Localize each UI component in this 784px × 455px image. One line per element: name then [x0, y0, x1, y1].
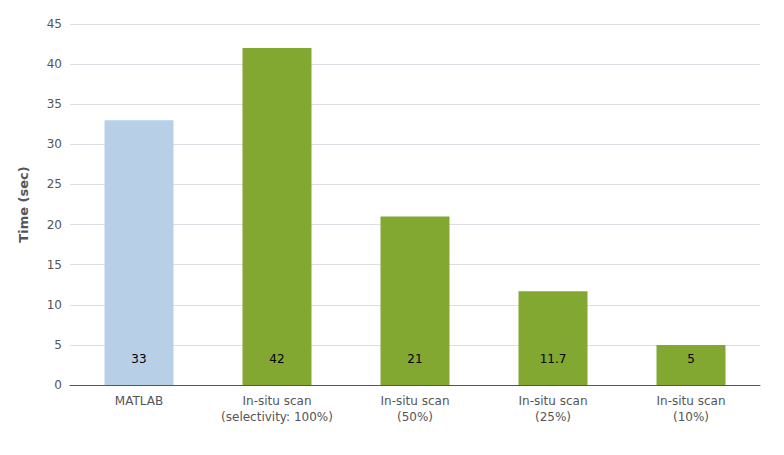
svg-text:In-situ scan: In-situ scan — [243, 394, 312, 408]
svg-text:25: 25 — [47, 177, 62, 191]
svg-text:30: 30 — [47, 137, 62, 151]
svg-text:42: 42 — [269, 352, 284, 366]
svg-text:15: 15 — [47, 258, 62, 272]
svg-text:20: 20 — [47, 218, 62, 232]
svg-text:33: 33 — [131, 352, 146, 366]
svg-text:35: 35 — [47, 97, 62, 111]
svg-text:(50%): (50%) — [397, 410, 433, 424]
svg-text:21: 21 — [407, 352, 422, 366]
svg-text:45: 45 — [47, 17, 62, 31]
svg-text:11.7: 11.7 — [540, 352, 567, 366]
svg-text:(selectivity: 100%): (selectivity: 100%) — [221, 410, 333, 424]
svg-text:In-situ scan: In-situ scan — [381, 394, 450, 408]
svg-text:5: 5 — [687, 352, 695, 366]
svg-text:(25%): (25%) — [535, 410, 571, 424]
svg-text:0: 0 — [54, 378, 62, 392]
svg-text:(10%): (10%) — [673, 410, 709, 424]
svg-text:In-situ scan: In-situ scan — [657, 394, 726, 408]
svg-text:Time (sec): Time (sec) — [16, 166, 31, 242]
svg-text:5: 5 — [54, 338, 62, 352]
svg-text:MATLAB: MATLAB — [115, 394, 163, 408]
svg-text:10: 10 — [47, 298, 62, 312]
svg-text:In-situ scan: In-situ scan — [519, 394, 588, 408]
svg-text:40: 40 — [47, 57, 62, 71]
